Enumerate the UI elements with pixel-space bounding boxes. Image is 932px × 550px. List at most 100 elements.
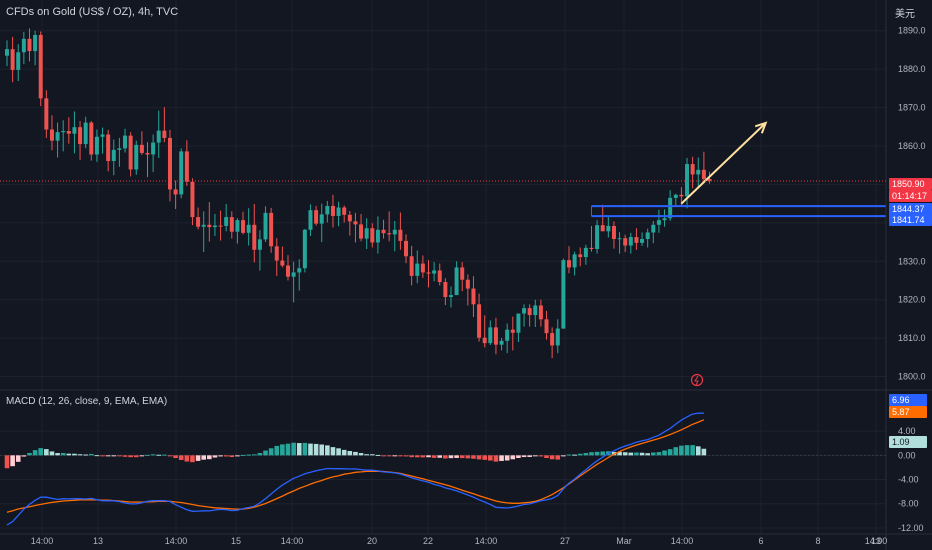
macd-histogram-bar: [105, 455, 111, 457]
macd-histogram-bar: [549, 455, 555, 460]
candle-body: [291, 272, 296, 277]
macd-histogram-bar: [133, 455, 139, 458]
candle-body: [415, 263, 420, 276]
candle-body: [330, 205, 335, 216]
histogram-value-label: 1.09: [889, 436, 927, 448]
macd-histogram-bar: [100, 455, 105, 457]
candle-body: [353, 221, 358, 225]
candle-body: [583, 247, 588, 258]
candle-body: [707, 179, 712, 181]
candle-body: [314, 210, 319, 224]
macd-histogram-bar: [364, 454, 369, 456]
macd-histogram-bar: [510, 455, 516, 460]
candle-body: [499, 340, 504, 345]
candle-body: [538, 305, 543, 320]
macd-histogram-bar: [583, 452, 589, 456]
candle-body: [409, 256, 414, 276]
candle-body: [308, 210, 313, 230]
currency-label[interactable]: 美元: [895, 9, 915, 20]
candle-body: [128, 135, 133, 170]
macd-histogram-bar: [32, 450, 38, 456]
macd-histogram-bar: [679, 445, 684, 456]
candle-body: [162, 130, 167, 138]
candle-body: [589, 247, 594, 249]
macd-histogram-bar: [150, 454, 156, 456]
macd-histogram-bar: [454, 455, 459, 458]
candle-body: [151, 142, 156, 155]
macd-histogram-bar: [555, 455, 561, 460]
candle-body: [651, 224, 656, 233]
time-tick-label: 14:00: [31, 536, 54, 546]
macd-histogram-bar: [673, 447, 679, 456]
macd-histogram-bar: [83, 454, 88, 456]
macd-histogram-bar: [280, 444, 285, 456]
candle-body: [471, 288, 476, 305]
candle-body: [404, 240, 409, 257]
time-tick-label: Mar: [616, 536, 632, 546]
macd-histogram-bar: [690, 445, 695, 456]
time-tick-label: 13: [93, 536, 103, 546]
candle-body: [488, 327, 493, 344]
macd-histogram-bar: [499, 455, 504, 461]
macd-histogram-bar: [420, 455, 426, 458]
signal-line: [6, 419, 705, 513]
macd-histogram-bar: [488, 455, 493, 461]
candle-body: [347, 214, 352, 222]
candle-body: [505, 329, 510, 341]
macd-tick-label: -4.00: [898, 475, 919, 485]
time-tick-label: 20: [367, 536, 377, 546]
event-bolt-glyph: [694, 375, 699, 386]
macd-histogram-bar: [667, 449, 673, 456]
macd-histogram-bar: [285, 443, 291, 456]
candle-body: [578, 254, 583, 258]
macd-histogram-bar: [651, 452, 656, 456]
candle-body: [398, 229, 403, 241]
macd-histogram-bar: [66, 453, 72, 456]
candle-body: [595, 225, 600, 249]
event-bolt-icon: [690, 373, 704, 387]
candle-body: [184, 151, 189, 182]
macd-histogram-bar: [4, 455, 10, 469]
macd-histogram-bar: [600, 451, 606, 456]
candle-body: [387, 233, 392, 235]
macd-histogram-bar: [27, 452, 32, 456]
macd-histogram-bar: [89, 453, 94, 456]
macd-histogram-bar: [684, 445, 690, 456]
candle-body: [5, 49, 9, 56]
macd-histogram-bar: [398, 455, 403, 457]
macd-histogram-bar: [223, 455, 229, 457]
macd-histogram-bar: [44, 449, 49, 456]
level-lower-label: 1841.74: [889, 214, 932, 226]
candle-body: [359, 224, 364, 239]
macd-histogram-bar: [173, 455, 178, 459]
candle-body: [656, 220, 661, 225]
candle-body: [212, 225, 217, 228]
macd-histogram-bar: [274, 445, 280, 456]
macd-histogram-bar: [527, 455, 532, 457]
candle-body: [628, 237, 633, 246]
macd-histogram-bar: [544, 455, 549, 459]
macd-histogram-bar: [381, 455, 386, 457]
candle-body: [493, 327, 498, 345]
candle-body: [27, 38, 32, 52]
candle-body: [527, 308, 532, 316]
time-tick-label: 14:00: [671, 536, 694, 546]
candle-body: [679, 194, 684, 197]
macd-histogram-bar: [218, 455, 223, 457]
macd-histogram-bar: [572, 454, 577, 456]
macd-histogram-bar: [201, 455, 206, 460]
candle-body: [319, 214, 324, 224]
candle-body: [370, 228, 375, 243]
macd-histogram-bar: [111, 455, 117, 457]
candle-body: [342, 207, 347, 215]
macd-histogram-bar: [589, 452, 594, 456]
macd-histogram-bar: [263, 450, 268, 456]
macd-pane: [0, 412, 886, 526]
symbol-title: CFDs on Gold (US$ / OZ), 4h, TVC: [6, 6, 179, 18]
trend-arrow[interactable]: [680, 121, 768, 205]
candle-body: [510, 329, 515, 333]
candle-body: [465, 279, 470, 289]
candle-body: [561, 260, 566, 329]
